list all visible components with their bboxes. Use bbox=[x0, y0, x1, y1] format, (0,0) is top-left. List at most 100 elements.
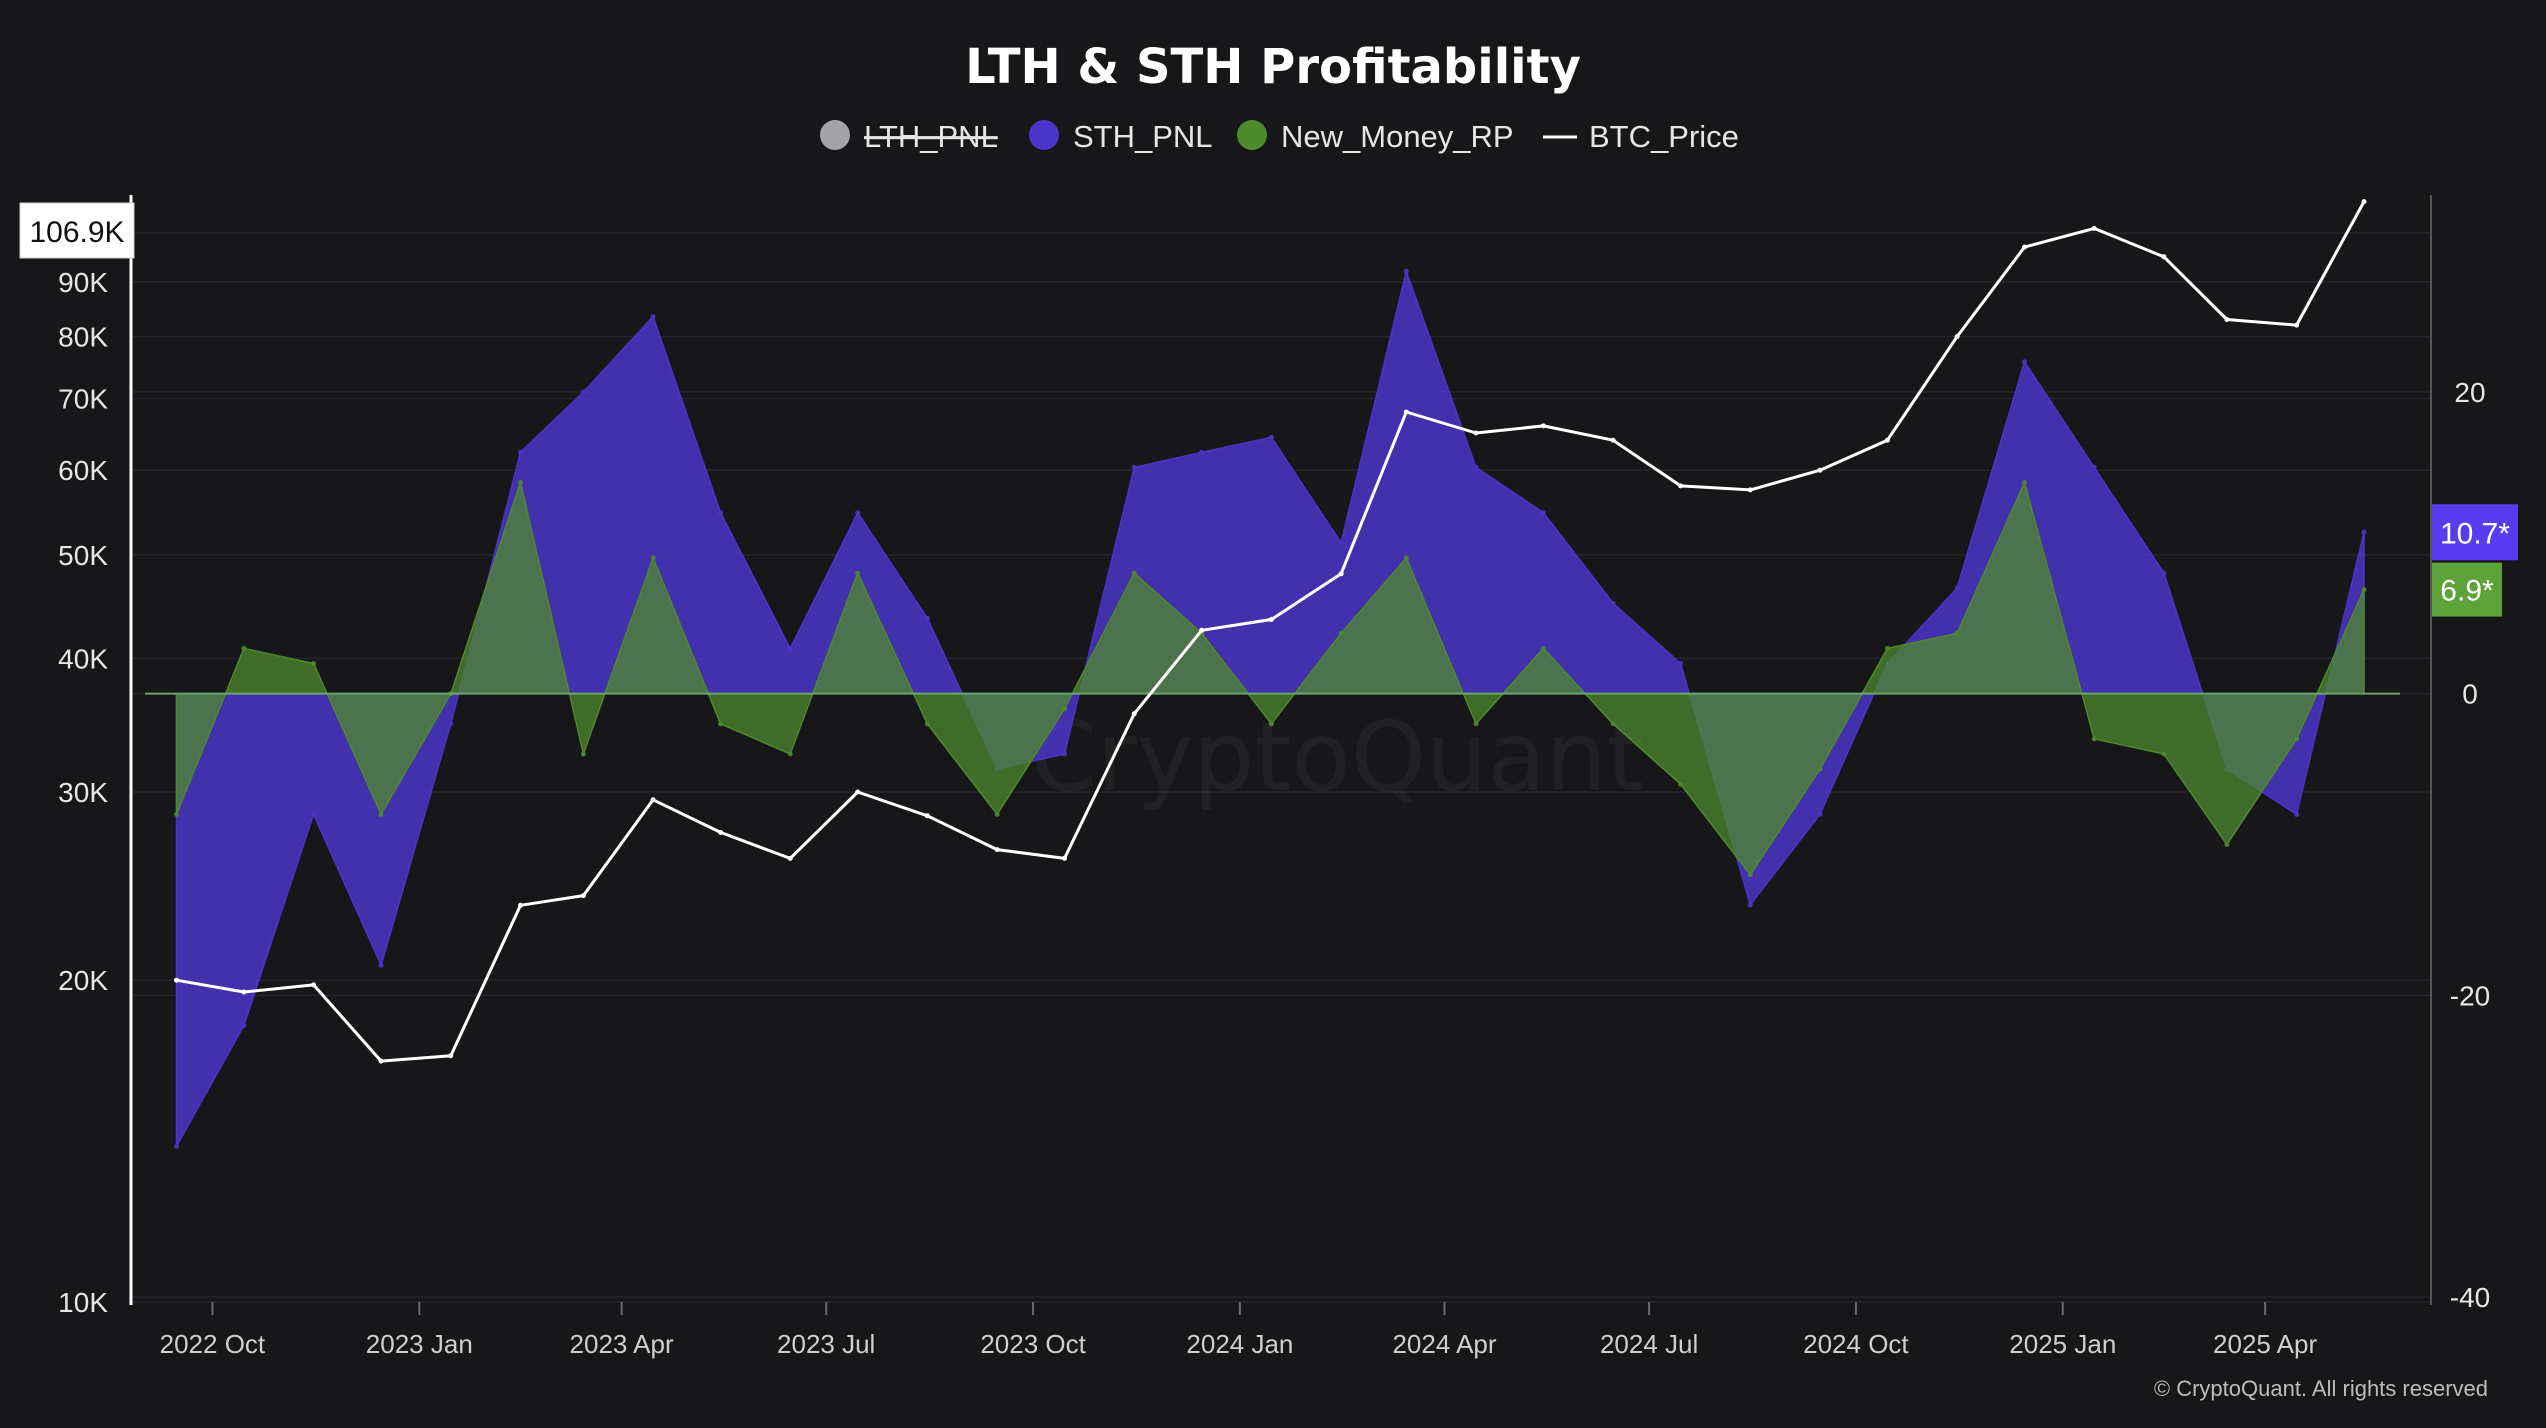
data-point-btc-price bbox=[1610, 437, 1616, 443]
legend-marker bbox=[820, 120, 850, 150]
data-point-new-money-rp bbox=[994, 811, 1000, 817]
x-tick-label: 2023 Apr bbox=[570, 1329, 674, 1359]
data-point-btc-price bbox=[2161, 254, 2167, 260]
series-area-sth-pnl bbox=[175, 268, 2365, 1150]
data-point-new-money-rp bbox=[1884, 645, 1890, 651]
data-point-new-money-rp bbox=[2022, 480, 2027, 485]
callout-box bbox=[19, 202, 135, 259]
data-point-new-money-rp bbox=[1062, 706, 1067, 712]
data-point-sth-pnl bbox=[650, 314, 656, 320]
data-point-new-money-rp bbox=[1747, 872, 1753, 878]
x-tick-label: 2023 Oct bbox=[980, 1329, 1086, 1359]
x-tick-label: 2024 Jan bbox=[1186, 1329, 1293, 1359]
data-point-sth-pnl bbox=[1268, 434, 1274, 440]
legend-label: LTH_PNL bbox=[864, 119, 998, 154]
data-point-btc-price bbox=[1199, 627, 1205, 633]
data-point-new-money-rp bbox=[718, 721, 724, 727]
callout-label: 106.9K bbox=[29, 216, 124, 249]
data-point-new-money-rp bbox=[378, 811, 384, 817]
data-point-btc-price bbox=[311, 982, 317, 988]
data-point-btc-price bbox=[174, 977, 179, 983]
legend-item-sth-pnl[interactable]: STH_PNL bbox=[1029, 119, 1213, 154]
data-point-new-money-rp bbox=[1473, 721, 1479, 727]
data-point-btc-price bbox=[924, 813, 930, 819]
callout-label: 6.9* bbox=[2440, 575, 2494, 608]
data-point-btc-price bbox=[2294, 322, 2300, 328]
legend-item-new-money-rp[interactable]: New_Money_RP bbox=[1237, 119, 1514, 154]
data-point-new-money-rp bbox=[518, 480, 523, 485]
legend-label: BTC_Price bbox=[1589, 119, 1739, 154]
legend-item-lth-pnl[interactable]: LTH_PNL bbox=[820, 119, 998, 154]
x-tick-label: 2024 Apr bbox=[1392, 1329, 1496, 1359]
y-left-tick-label: 10K bbox=[58, 1287, 108, 1318]
data-point-sth-pnl bbox=[311, 811, 317, 817]
data-point-btc-price bbox=[2022, 244, 2027, 250]
legend: LTH_PNL STH_PNL New_Money_RP BTC_Price bbox=[820, 119, 1739, 154]
x-tick-label: 2024 Jul bbox=[1600, 1329, 1698, 1359]
axes bbox=[129, 195, 2432, 1305]
data-point-btc-price bbox=[378, 1058, 384, 1064]
data-point-btc-price bbox=[1062, 855, 1067, 861]
data-point-btc-price bbox=[2091, 225, 2097, 231]
y-left-tick-label: 60K bbox=[58, 455, 108, 486]
data-point-sth-pnl bbox=[718, 510, 724, 516]
data-point-sth-pnl bbox=[448, 721, 454, 727]
series-area-new-money-rp bbox=[175, 479, 2365, 876]
data-point-btc-price bbox=[1884, 437, 1890, 443]
data-point-new-money-rp bbox=[1540, 645, 1546, 651]
y-left-tick-label: 50K bbox=[58, 540, 108, 571]
data-point-btc-price bbox=[787, 855, 793, 861]
data-point-new-money-rp bbox=[787, 751, 793, 757]
data-point-sth-pnl bbox=[2022, 359, 2027, 365]
data-point-sth-pnl bbox=[1610, 600, 1616, 606]
data-point-btc-price bbox=[580, 893, 586, 899]
callout-box bbox=[2432, 504, 2518, 561]
x-tick-label: 2024 Oct bbox=[1803, 1329, 1909, 1359]
data-point-sth-pnl bbox=[1747, 902, 1753, 908]
data-point-new-money-rp bbox=[311, 661, 317, 666]
data-point-sth-pnl bbox=[2361, 529, 2367, 535]
legend-item-btc-price[interactable]: BTC_Price bbox=[1543, 119, 1739, 154]
data-point-btc-price bbox=[448, 1053, 454, 1059]
y-right-tick-label: -40 bbox=[2450, 1282, 2490, 1313]
data-point-sth-pnl bbox=[2161, 570, 2167, 576]
y-right-tick-label: -20 bbox=[2450, 980, 2490, 1011]
data-point-btc-price bbox=[1473, 430, 1479, 436]
data-point-new-money-rp bbox=[2361, 587, 2367, 593]
x-axis-ticks: 2022 Oct 2023 Jan 2023 Apr 2023 Jul 2023 Oct… bbox=[160, 1302, 2317, 1359]
data-point-new-money-rp bbox=[855, 570, 861, 576]
legend-marker bbox=[1237, 120, 1267, 150]
data-point-btc-price bbox=[1817, 467, 1823, 473]
legend-label: STH_PNL bbox=[1073, 119, 1213, 154]
data-point-new-money-rp bbox=[1678, 781, 1684, 787]
data-point-new-money-rp bbox=[1403, 555, 1409, 561]
data-point-new-money-rp bbox=[1610, 721, 1616, 727]
legend-marker bbox=[1029, 120, 1059, 150]
data-point-btc-price bbox=[1338, 571, 1344, 577]
data-point-new-money-rp bbox=[2161, 751, 2167, 757]
x-tick-label: 2023 Jul bbox=[777, 1329, 875, 1359]
callout-new-money-rp: 6.9* bbox=[2432, 562, 2502, 617]
y-left-tick-label: 90K bbox=[58, 267, 108, 298]
data-point-new-money-rp bbox=[1338, 630, 1344, 636]
data-point-sth-pnl bbox=[2294, 811, 2300, 817]
x-tick-label: 2022 Oct bbox=[160, 1329, 266, 1359]
y-left-tick-label: 20K bbox=[58, 965, 108, 996]
data-point-sth-pnl bbox=[1062, 751, 1067, 757]
data-point-btc-price bbox=[1540, 423, 1546, 429]
y-left-tick-label: 80K bbox=[58, 322, 108, 353]
data-point-btc-price bbox=[1131, 711, 1137, 717]
y-right-tick-label: 0 bbox=[2462, 679, 2478, 710]
data-point-sth-pnl bbox=[1338, 540, 1344, 546]
data-point-btc-price bbox=[1268, 617, 1274, 622]
data-point-sth-pnl bbox=[1954, 585, 1960, 591]
right-axis-ticks: 20 0 -20 -40 bbox=[2450, 377, 2490, 1313]
x-tick-label: 2023 Jan bbox=[366, 1329, 473, 1359]
data-point-btc-price bbox=[2224, 317, 2230, 322]
data-point-btc-price bbox=[855, 789, 861, 795]
callout-sth-pnl: 10.7* bbox=[2432, 504, 2518, 561]
data-point-new-money-rp bbox=[1817, 766, 1823, 772]
data-point-btc-price bbox=[650, 797, 656, 803]
data-point-sth-pnl bbox=[378, 962, 384, 968]
